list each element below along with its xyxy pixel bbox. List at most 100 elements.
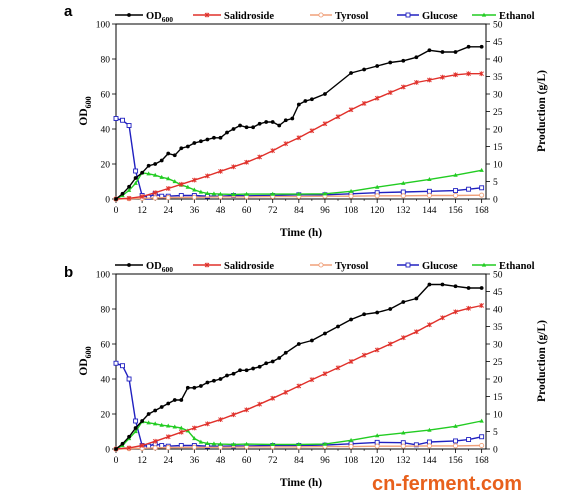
y-left-tick-label: 20 [101, 160, 111, 170]
data-point-glucose [466, 186, 472, 192]
x-tick-label: 24 [163, 206, 173, 216]
y-left-tick-label: 20 [101, 410, 111, 420]
data-point-ethanol [427, 427, 432, 432]
data-point-ethanol [401, 180, 406, 185]
series-line-od [115, 46, 482, 200]
data-point-od [166, 401, 171, 406]
data-point-od [466, 44, 471, 49]
data-point-od [238, 368, 242, 373]
data-point-tyrosol [374, 443, 380, 449]
x-tick-label: 132 [396, 456, 411, 466]
data-point-salidroside [440, 74, 445, 80]
legend-label-glucose: Glucose [422, 11, 458, 22]
plot-frame-b [115, 273, 487, 450]
y-right-tick-label: 15 [493, 393, 503, 403]
data-point-salidroside [453, 309, 458, 315]
data-point-glucose [133, 418, 139, 424]
y-left-tick-label: 60 [101, 340, 111, 350]
data-point-ethanol [205, 441, 210, 445]
data-point-salidroside [178, 181, 184, 187]
y-left-tick-label: 0 [105, 445, 110, 455]
data-point-salidroside [414, 329, 419, 335]
data-point-salidroside [218, 417, 223, 422]
axes-a: 0 12 24 36 48 60 72 84 96 108 120 132 144 156 16802040… [96, 20, 503, 216]
legend-label-glucose: Glucose [422, 261, 458, 272]
y-left-tick-label: 80 [101, 55, 111, 65]
x-tick-label: 48 [216, 456, 226, 466]
series-line-od [115, 283, 482, 450]
data-point-salidroside [296, 383, 302, 389]
y-axis-left-title-a-main: OD [78, 108, 90, 125]
data-point-salidroside [361, 101, 367, 106]
data-point-od [251, 125, 256, 130]
x-tick-label: 96 [320, 206, 330, 216]
data-point-salidroside [283, 141, 289, 147]
data-point-tyrosol [374, 193, 380, 199]
y-right-tick-label: 45 [493, 38, 503, 48]
data-point-salidroside [348, 107, 354, 113]
series-line-glucose [115, 362, 482, 447]
data-point-od [146, 412, 151, 416]
data-point-ethanol [172, 179, 177, 184]
y-right-tick-label: 5 [493, 178, 498, 188]
data-point-ethanol [270, 191, 275, 196]
data-point-tyrosol [452, 192, 459, 199]
legend-marker-od [127, 263, 131, 267]
data-point-ethanol [166, 176, 171, 181]
data-point-od [453, 284, 458, 289]
data-point-salidroside [126, 445, 132, 451]
x-tick-label: 84 [294, 456, 304, 466]
data-point-tyrosol [191, 444, 197, 450]
y-left-tick-label: 0 [105, 195, 110, 205]
legend-marker-salidroside [204, 12, 210, 18]
legend-marker-ethanol [481, 12, 487, 17]
y-right-tick-label: 40 [493, 305, 503, 315]
data-point-od [192, 141, 197, 145]
data-point-od [270, 120, 275, 124]
y-right-tick-label: 30 [493, 90, 503, 100]
legend-marker-ethanol [481, 262, 487, 267]
data-point-ethanol [166, 423, 171, 428]
data-point-ethanol [296, 191, 302, 196]
y-right-tick-label: 5 [493, 428, 498, 438]
data-point-ethanol [218, 191, 223, 196]
data-point-od [388, 60, 393, 65]
data-point-ethanol [322, 191, 328, 196]
x-tick-label: 108 [344, 456, 359, 466]
data-point-salidroside [139, 443, 145, 448]
y-right-tick-label: 35 [493, 73, 503, 83]
y-axis-left-title-a-sub: 600 [84, 96, 93, 108]
y-left-tick-label: 40 [101, 125, 111, 135]
data-point-ethanol [172, 424, 177, 429]
data-point-ethanol [198, 189, 204, 194]
data-point-salidroside [309, 377, 315, 383]
x-tick-label: 36 [190, 456, 200, 466]
series-line-ethanol [115, 420, 482, 450]
legend-label-subscript: 600 [162, 15, 174, 24]
data-point-tyrosol [191, 194, 197, 200]
data-point-glucose [126, 376, 132, 382]
data-point-ethanol [205, 191, 210, 195]
data-point-od [296, 342, 301, 346]
data-point-od [244, 368, 249, 373]
data-point-tyrosol [348, 443, 354, 450]
data-point-tyrosol [426, 443, 432, 449]
data-point-salidroside [283, 389, 289, 395]
data-point-od [114, 197, 118, 201]
data-point-od [349, 71, 353, 75]
x-tick-label: 12 [137, 456, 147, 466]
data-point-ethanol [374, 433, 380, 438]
data-point-ethanol [179, 425, 184, 430]
data-point-tyrosol [152, 195, 158, 201]
y-right-tick-label: 40 [493, 55, 503, 65]
data-point-od [440, 50, 445, 54]
data-point-salidroside [335, 114, 341, 120]
data-point-glucose [453, 188, 458, 194]
y-left-tick-label: 40 [101, 375, 111, 385]
data-point-ethanol [159, 174, 164, 179]
data-point-od [127, 184, 131, 189]
data-point-od [362, 312, 367, 317]
data-point-glucose [413, 442, 419, 448]
legend-label-od: OD600 [146, 11, 173, 24]
data-point-od [231, 127, 236, 131]
